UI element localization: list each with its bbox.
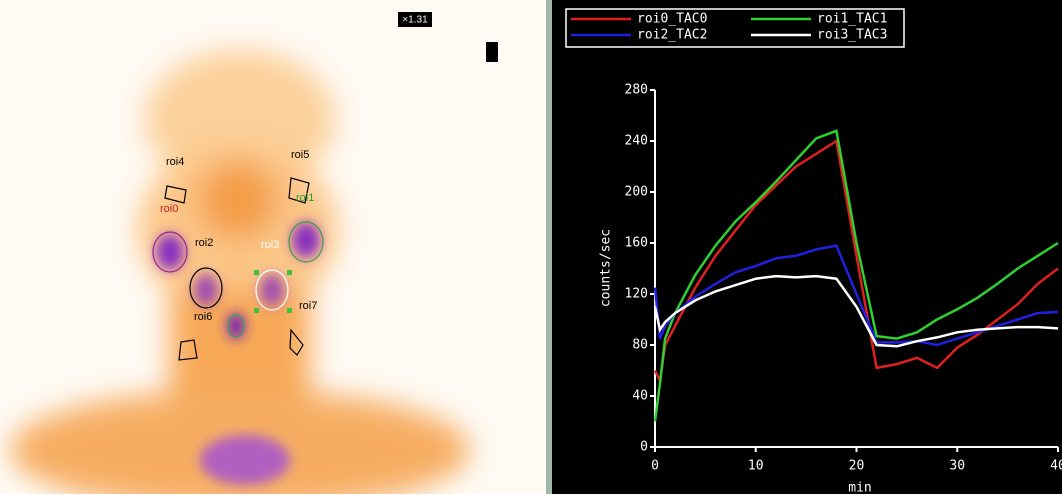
y-tick-label: 280 — [625, 83, 648, 98]
legend-label: roi0_TAC0 — [637, 12, 707, 27]
divider — [546, 0, 552, 494]
zoom-label: ×1.31 — [402, 15, 428, 26]
roi-label: roi6 — [194, 311, 212, 323]
roi-label: roi7 — [299, 300, 317, 312]
legend — [565, 8, 905, 48]
roi-label: roi4 — [166, 156, 184, 168]
series-line — [653, 129, 1059, 422]
x-tick-label: 30 — [949, 459, 965, 474]
roi-label: roi0 — [160, 203, 178, 215]
roi-label: roi1 — [296, 192, 314, 204]
y-tick-label: 0 — [640, 440, 648, 455]
y-tick-label: 80 — [632, 338, 648, 353]
y-tick-label: 40 — [632, 389, 648, 404]
roi-label: roi5 — [291, 149, 309, 161]
y-tick-label: 160 — [625, 236, 648, 251]
y-tick-label: 200 — [625, 185, 648, 200]
series-line — [653, 274, 1059, 348]
legend-label: roi1_TAC1 — [817, 12, 887, 27]
legend-label: roi3_TAC3 — [817, 28, 887, 43]
x-axis-label: min — [848, 481, 871, 495]
chart-panel: min counts/sec — [552, 0, 1062, 496]
roi-label: roi2 — [195, 237, 213, 249]
x-tick-label: 0 — [651, 459, 659, 474]
roi-label: roi3 — [261, 239, 279, 251]
x-tick-label: 40 — [1050, 459, 1062, 474]
x-tick-label: 10 — [748, 459, 764, 474]
y-axis-label: counts/sec — [599, 229, 614, 307]
arrow-button[interactable] — [486, 42, 498, 62]
scan-image: ×1.31 roi4 roi5 roi0 roi1 roi2 roi3 roi6… — [0, 0, 546, 499]
x-tick-label: 20 — [849, 459, 865, 474]
legend-label: roi2_TAC2 — [637, 28, 707, 43]
y-tick-label: 240 — [625, 134, 648, 149]
y-tick-label: 120 — [625, 287, 648, 302]
